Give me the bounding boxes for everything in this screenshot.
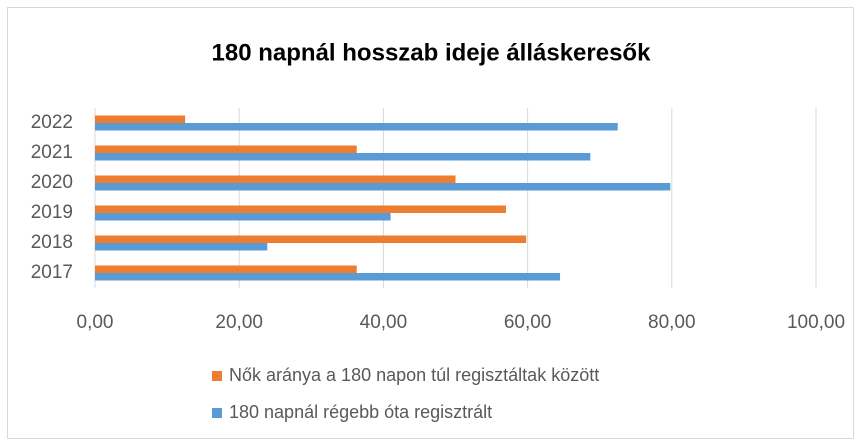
bar <box>95 115 186 123</box>
bar <box>95 273 561 281</box>
legend-label: Nők aránya a 180 napon túl regisztáltak … <box>229 365 599 385</box>
bar <box>95 205 506 213</box>
x-tick-label: 100,00 <box>787 312 845 333</box>
y-tick-label: 2019 <box>31 202 73 223</box>
x-tick-label: 0,00 <box>77 312 114 333</box>
y-tick-label: 2020 <box>31 172 73 193</box>
y-tick-label: 2022 <box>31 112 73 133</box>
bar <box>95 123 618 131</box>
chart-title: 180 napnál hosszab ideje álláskeresők <box>212 39 652 66</box>
bar <box>95 213 391 221</box>
bar <box>95 153 591 161</box>
legend-label: 180 napnál régebb óta regisztrált <box>229 402 492 422</box>
legend-swatch <box>212 371 222 381</box>
x-tick-label: 20,00 <box>215 312 263 333</box>
bar <box>95 175 456 183</box>
bar <box>95 243 268 251</box>
bar <box>95 235 527 243</box>
y-tick-label: 2021 <box>31 142 73 163</box>
x-tick-label: 60,00 <box>504 312 552 333</box>
y-tick-label: 2018 <box>31 232 73 253</box>
bar <box>95 265 357 273</box>
bar <box>95 145 357 153</box>
chart-border <box>7 7 854 439</box>
x-tick-label: 80,00 <box>648 312 696 333</box>
x-tick-label: 40,00 <box>360 312 408 333</box>
legend-swatch <box>212 408 222 418</box>
y-tick-label: 2017 <box>31 262 73 283</box>
bar <box>95 183 671 191</box>
